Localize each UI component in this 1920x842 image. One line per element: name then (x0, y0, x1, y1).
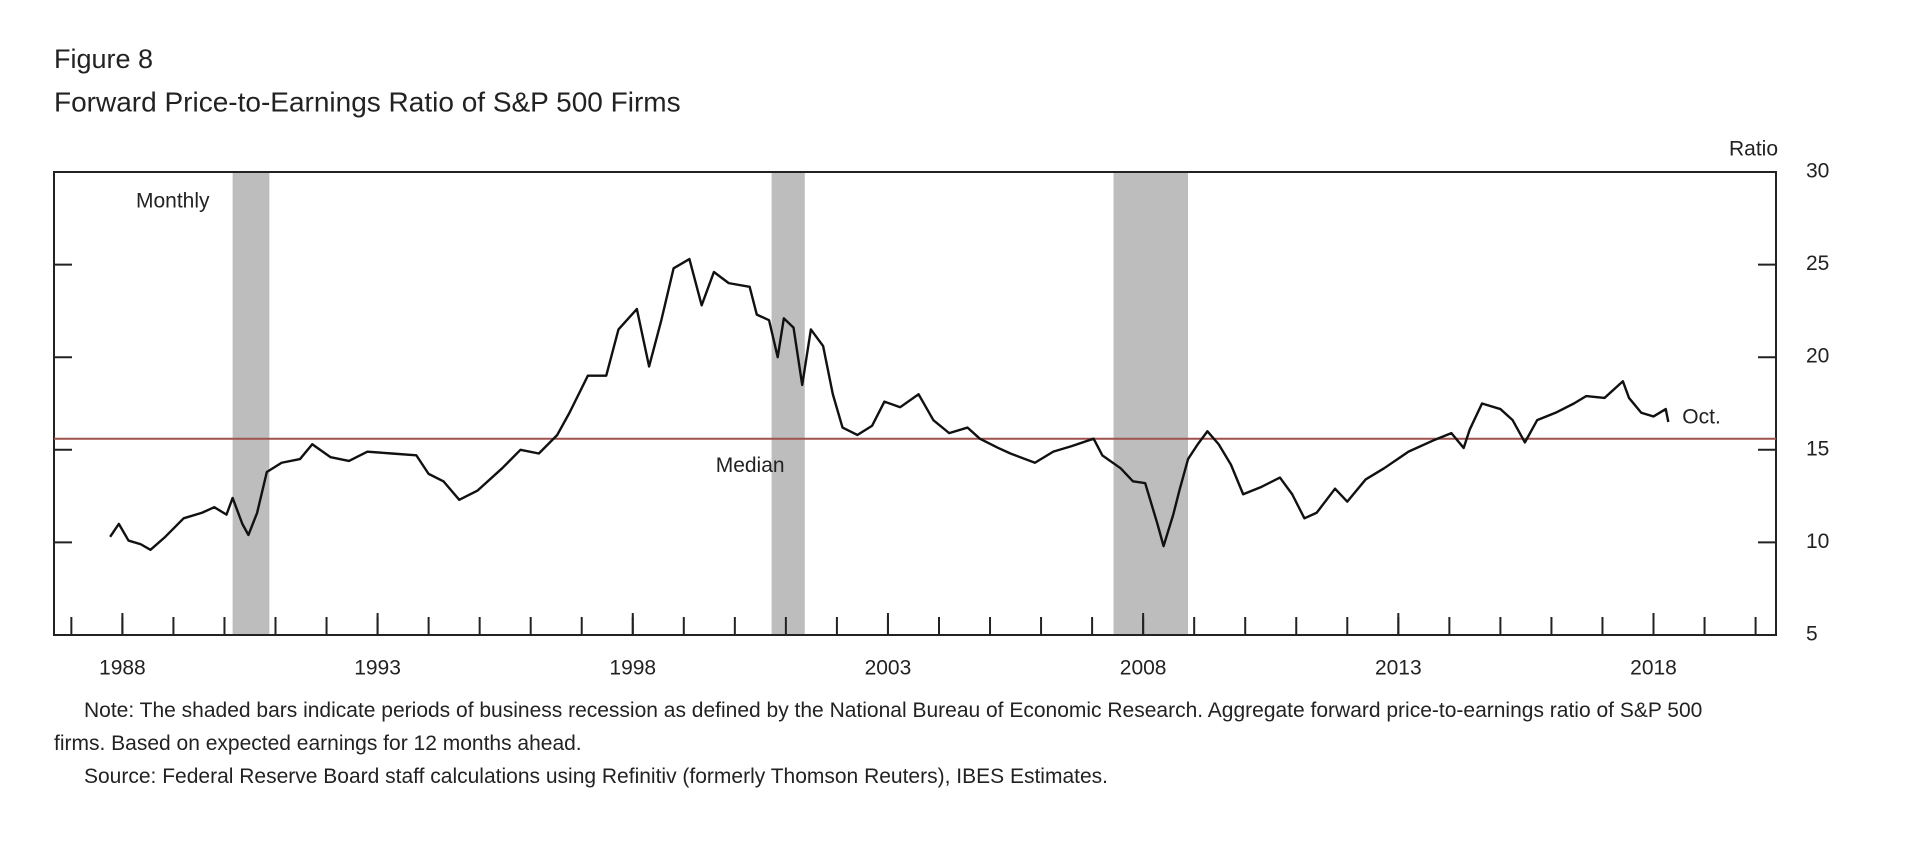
x-tick-label: 2003 (865, 657, 912, 680)
x-tick-label: 1988 (99, 657, 146, 680)
recession-band (1113, 172, 1189, 635)
recession-band (771, 172, 805, 635)
median-label: Median (716, 454, 785, 477)
y-tick-label: 5 (1806, 623, 1818, 646)
y-tick-label: 15 (1806, 437, 1829, 460)
chart-title: Forward Price-to-Earnings Ratio of S&P 5… (54, 86, 681, 117)
recession-band (232, 172, 270, 635)
x-tick-label: 2018 (1630, 657, 1677, 680)
series-label: Monthly (136, 190, 210, 213)
y-axis-label: Ratio (1729, 138, 1778, 161)
x-tick-label: 1998 (609, 657, 656, 680)
y-tick-label: 25 (1806, 252, 1829, 275)
y-tick-label: 20 (1806, 345, 1829, 368)
end-label: Oct. (1682, 406, 1721, 429)
y-tick-label: 10 (1806, 530, 1829, 553)
figure-label: Figure 8 (54, 44, 153, 74)
chart: Figure 8 Forward Price-to-Earnings Ratio… (53, 44, 1829, 680)
x-tick-label: 2008 (1120, 657, 1167, 680)
note: Note: The shaded bars indicate periods o… (54, 699, 1703, 755)
plot-frame (53, 171, 1777, 636)
x-tick-label: 1993 (354, 657, 401, 680)
data-line (109, 257, 1670, 552)
x-tick-label: 2013 (1375, 657, 1422, 680)
y-tick-label: 30 (1806, 160, 1829, 183)
source: Source: Federal Reserve Board staff calc… (84, 765, 1108, 788)
